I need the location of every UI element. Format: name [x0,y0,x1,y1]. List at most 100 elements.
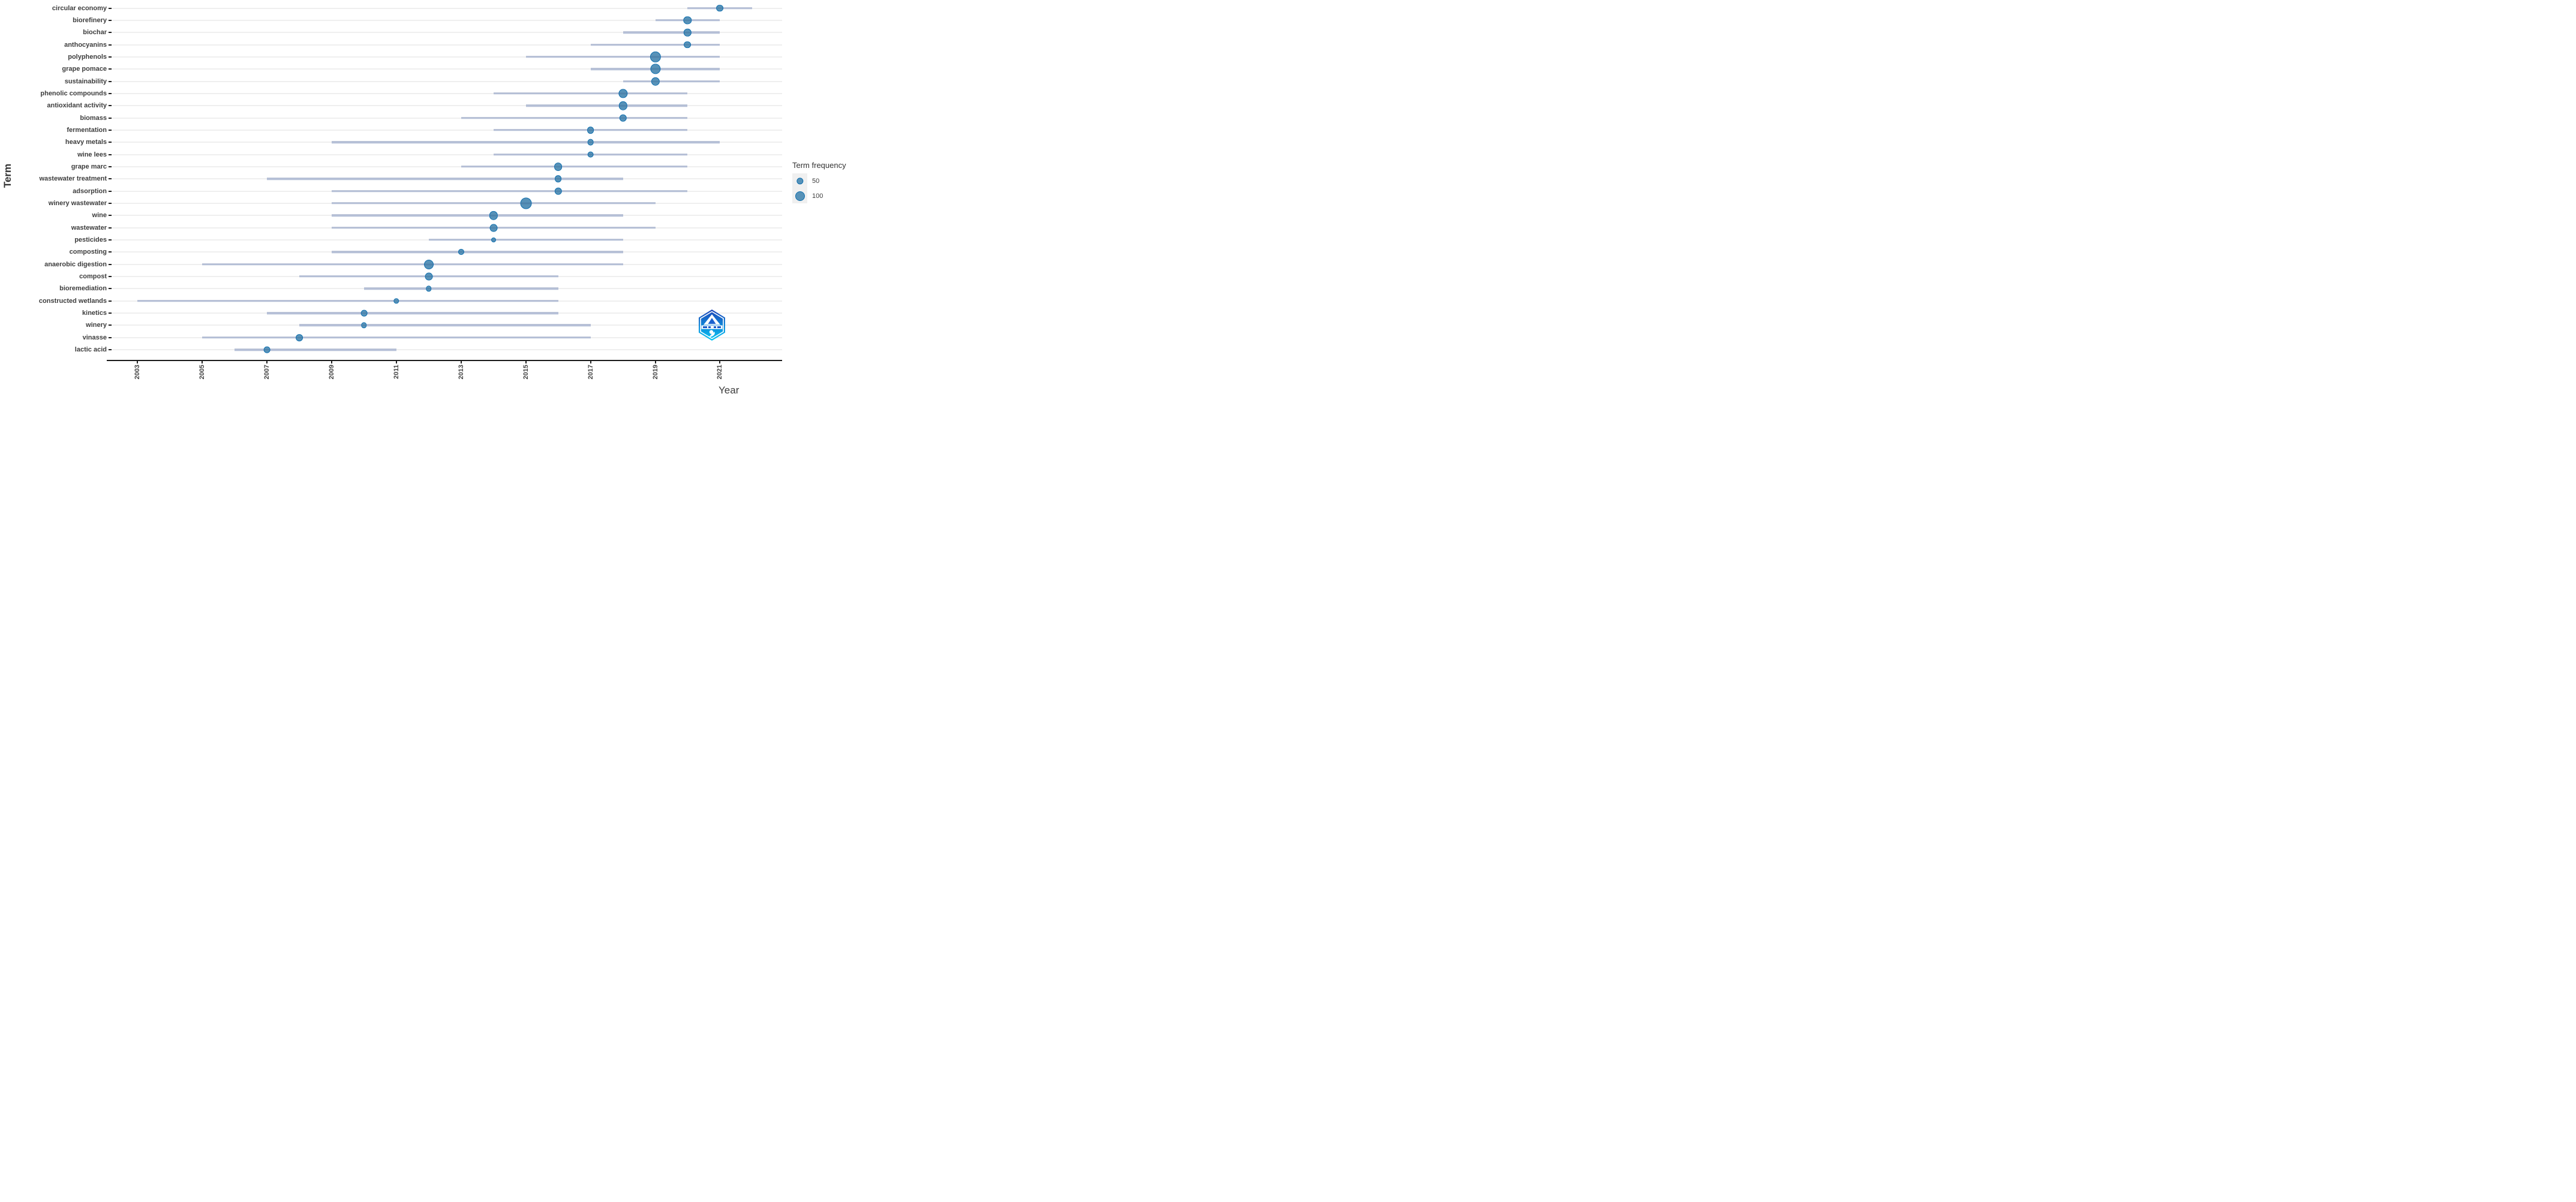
y-tick [109,300,112,302]
y-tick [109,178,112,180]
x-tick [460,361,462,363]
x-tick-label: 2003 [134,365,141,380]
term-range-line [331,190,688,193]
term-range-line [461,166,688,168]
legend-label: 100 [812,192,823,200]
term-frequency-dot [554,162,563,171]
term-range-line [331,251,623,254]
term-frequency-timeline-chart: circular economy biorefinery biochar anthoc… [0,0,859,401]
term-label: fermentation [67,126,107,134]
term-label: circular economy [52,4,107,12]
y-tick [109,202,112,204]
y-tick [109,68,112,70]
term-range-line [299,324,591,327]
term-frequency-dot [618,89,628,98]
term-frequency-dot [651,77,660,86]
term-label: biomass [80,114,107,122]
x-tick-label: 2015 [522,365,530,380]
row-gridline [107,166,782,167]
y-tick [109,19,112,21]
term-label: wastewater [71,224,107,232]
x-tick [719,361,721,363]
term-range-line [525,56,720,58]
term-range-line [331,214,623,217]
legend-label: 50 [812,177,820,185]
y-tick [109,349,112,351]
term-frequency-dot [716,4,724,12]
term-frequency-dot [425,272,433,281]
term-frequency-dot [587,126,594,134]
y-tick [109,166,112,167]
x-tick-label: 2011 [392,365,400,379]
x-axis-line [107,360,782,361]
term-label: composting [69,248,107,256]
term-label: winery wastewater [48,199,107,207]
x-tick-label: 2005 [198,365,206,380]
term-frequency-dot [360,309,368,317]
x-tick [590,361,591,363]
term-label: lactic acid [74,346,107,354]
term-frequency-dot [425,286,432,292]
term-frequency-dot [618,101,627,110]
term-range-line [623,80,720,83]
x-tick [201,361,203,363]
y-tick [109,239,112,241]
y-tick [109,324,112,326]
term-frequency-dot [587,139,594,146]
term-label: antioxidant activity [47,102,107,110]
term-range-line [363,287,558,290]
term-frequency-dot [587,151,594,158]
y-tick [109,142,112,143]
term-label: wastewater treatment [39,175,107,183]
row-gridline [107,68,782,70]
x-tick [395,361,397,363]
term-range-line [331,141,720,143]
legend-title: Term frequency [792,161,846,170]
row-gridline [107,44,782,46]
legend-bubble-icon [796,177,804,185]
x-tick-label: 2021 [716,365,724,380]
term-range-line [202,336,591,339]
x-tick [137,361,138,363]
y-tick [109,129,112,131]
term-frequency-dot [263,346,270,353]
y-tick [109,92,112,94]
row-gridline [107,349,782,351]
y-tick [109,80,112,82]
y-tick [109,117,112,119]
term-frequency-dot [520,197,532,209]
term-label: bioremediation [59,285,107,293]
term-label: pesticides [74,236,107,244]
term-range-line [525,104,688,107]
term-label: grape marc [71,163,107,170]
term-frequency-dot [650,64,661,74]
y-tick [109,263,112,265]
term-frequency-dot [423,259,434,269]
row-gridline [107,32,782,34]
y-tick [109,312,112,314]
row-gridline [107,129,782,131]
term-label: constructed wetlands [38,297,107,305]
y-tick [109,56,112,58]
term-range-line [137,299,558,302]
row-gridline [107,56,782,58]
y-tick [109,275,112,277]
term-label: adsorption [73,187,107,195]
term-label: kinetics [82,309,107,317]
term-range-line [623,31,720,34]
brand-logo-hexagon-icon [699,309,725,341]
term-frequency-dot [393,298,399,304]
y-tick [109,336,112,338]
x-tick [525,361,527,363]
term-frequency-dot [489,211,498,220]
term-range-line [590,43,720,46]
term-label: compost [79,272,107,280]
term-frequency-dot [458,249,464,256]
term-frequency-dot [491,237,496,242]
y-axis-title: Term [2,163,13,188]
term-frequency-dot [554,187,562,195]
row-gridline [107,105,782,107]
term-label: vinasse [82,333,107,341]
term-frequency-dot [684,28,692,37]
row-gridline [107,154,782,155]
